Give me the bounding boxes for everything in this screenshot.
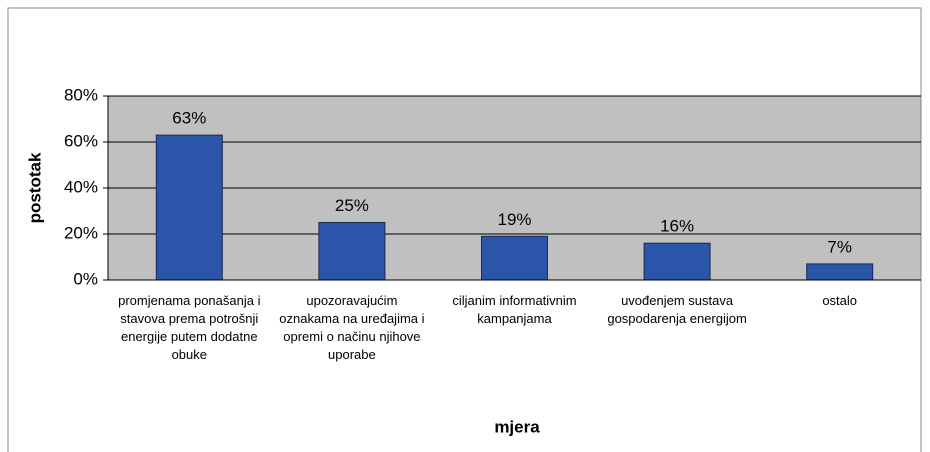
x-tick-label: ciljanim informativnim kampanjama — [452, 293, 577, 326]
bar — [318, 222, 386, 281]
value-label: 7% — [827, 237, 852, 256]
x-tick-label: promjenama ponašanja i stavova prema pot… — [118, 293, 261, 362]
value-label: 16% — [660, 217, 694, 236]
value-label: 25% — [335, 196, 369, 215]
y-tick-label: 20% — [64, 223, 98, 242]
bar — [155, 134, 223, 281]
y-tick-label: 80% — [64, 85, 98, 104]
y-tick-label: 0% — [73, 269, 98, 288]
bar — [806, 263, 874, 281]
x-axis-label: mjera — [494, 417, 540, 436]
value-label: 63% — [172, 109, 206, 128]
x-tick-label: uvođenjem sustava gospodarenja energijom — [607, 293, 747, 326]
y-tick-label: 60% — [64, 131, 98, 150]
bar — [481, 235, 548, 281]
y-axis-label: postotak — [25, 152, 44, 223]
value-label: 19% — [497, 210, 531, 229]
bar — [643, 242, 711, 281]
x-tick-label: ostalo — [822, 293, 858, 308]
y-tick-label: 40% — [64, 177, 98, 196]
x-tick-label: upozoravajućim oznakama na uređajima i o… — [279, 293, 425, 362]
